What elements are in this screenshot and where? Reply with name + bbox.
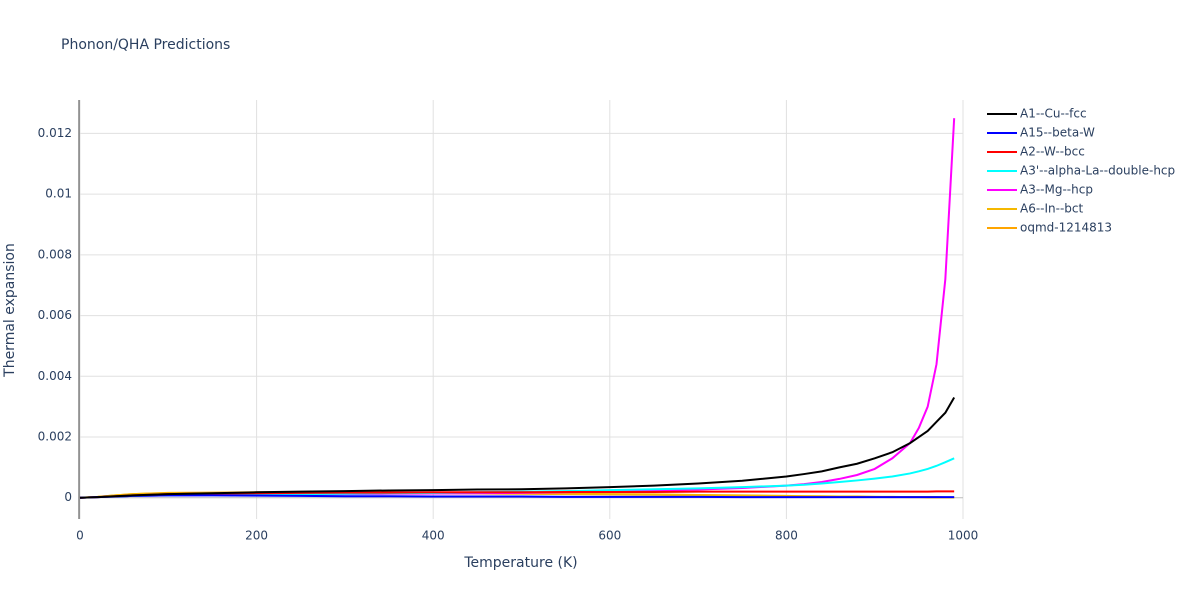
y-tick-label: 0.01 [45,187,72,201]
legend-label: A3--Mg--hcp [1020,183,1093,197]
series-line [79,494,955,499]
legend-label: oqmd-1214813 [1020,221,1112,235]
y-tick-label: 0.008 [38,247,72,261]
series-line [79,397,956,499]
x-axis-title: Temperature (K) [463,555,577,571]
x-tick-label: 800 [775,529,798,543]
legend-label: A2--W--bcc [1020,145,1085,159]
y-tick-label: 0.012 [38,126,72,140]
y-axis-title: Thermal expansion [2,243,18,378]
legend-label: A15--beta-W [1020,126,1095,140]
x-tick-label: 0 [76,529,84,543]
chart-title: Phonon/QHA Predictions [61,37,230,53]
y-tick-label: 0.004 [38,369,72,383]
y-tick-label: 0 [64,490,72,504]
y-tick-label: 0.006 [38,308,72,322]
legend-label: A3'--alpha-La--double-hcp [1020,164,1175,178]
series-line [79,118,956,499]
x-tick-label: 1000 [948,529,979,543]
legend-label: A6--In--bct [1020,202,1084,216]
x-tick-label: 400 [422,529,445,543]
y-tick-label: 0.002 [38,430,72,444]
legend-label: A1--Cu--fcc [1020,107,1087,121]
x-tick-label: 600 [598,529,621,543]
x-tick-label: 200 [245,529,268,543]
